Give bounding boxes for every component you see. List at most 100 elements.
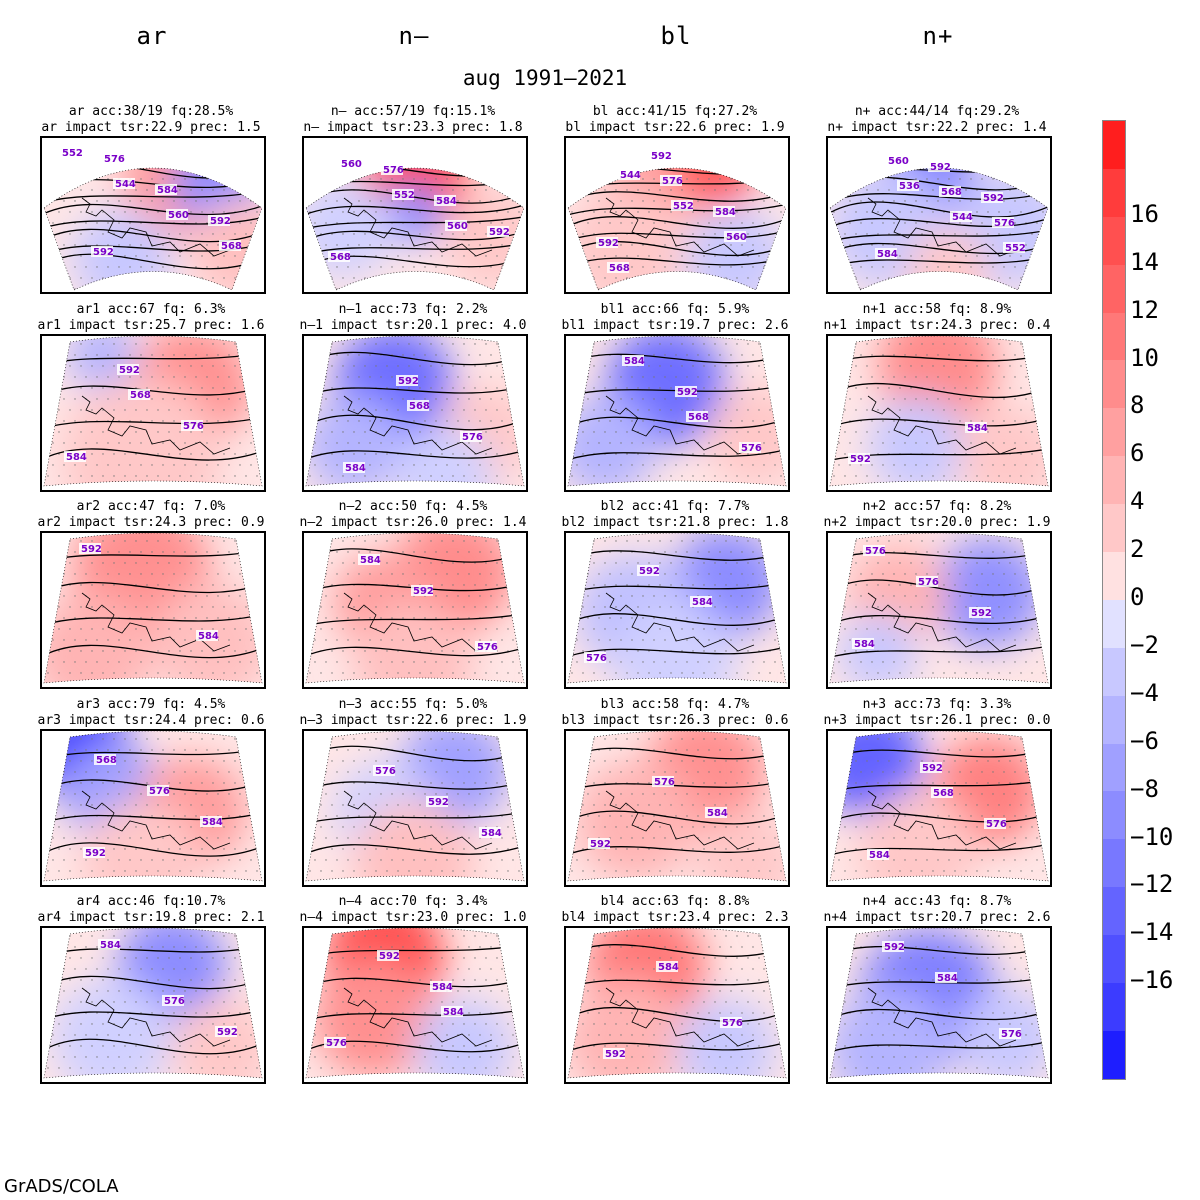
map-frame: 576 592 584: [564, 926, 790, 1084]
map-plot: 568 576 584 592: [305, 336, 525, 487]
contour-line: [568, 643, 786, 660]
contour-line: [568, 611, 786, 628]
coastline: [343, 987, 493, 1047]
column-header: n+: [922, 22, 954, 50]
contour-label: 576: [741, 443, 762, 454]
panel-title-line2: ar3 impact tsr:24.4 prec: 0.6: [37, 713, 265, 728]
panel-title-line1: n—3 acc:55 fq: 5.0%: [338, 697, 488, 712]
contour-label: 544: [115, 179, 136, 190]
contour-label: 576: [149, 786, 170, 797]
contour-line: [830, 1006, 1048, 1023]
map-panel: ar4 acc:46 fq:10.7% ar4 impact tsr:19.8 p…: [11, 894, 291, 1084]
colorbar-segment: [1103, 983, 1125, 1031]
panel-title-line2: bl3 impact tsr:26.3 prec: 0.6: [561, 713, 789, 728]
contour-label: 568: [609, 263, 630, 274]
map-panel: n+ acc:44/14 fq:29.2% n+ impact tsr:22.2 …: [797, 104, 1077, 294]
contour-label: 592: [598, 238, 619, 249]
panel-title: n+2 acc:57 fq: 8.2% n+2 impact tsr:20.0 p…: [797, 499, 1077, 531]
map-frame: 552 544 560 568 576 584 592 592: [40, 136, 266, 294]
panel-title: ar3 acc:79 fq: 4.5% ar3 impact tsr:24.4 p…: [11, 697, 291, 729]
colorbar-label: −10: [1130, 822, 1174, 851]
panel-title-line1: ar1 acc:67 fq: 6.3%: [76, 302, 226, 317]
contour-label: 592: [850, 454, 871, 465]
panel-title-line2: bl2 impact tsr:21.8 prec: 1.8: [561, 515, 789, 530]
contour-line: [306, 841, 524, 858]
panel-title-line1: ar acc:38/19 fq:28.5%: [68, 104, 234, 119]
contour-line: [568, 227, 786, 244]
map-plot: 576 584 592: [567, 731, 787, 882]
map-panel: n+2 acc:57 fq: 8.2% n+2 impact tsr:20.0 p…: [797, 499, 1077, 689]
contour-line: [830, 1038, 1048, 1055]
contour-line: [44, 240, 262, 257]
map-plot: 536 544 552 560 568 576 584 592 592: [829, 155, 1049, 291]
panel-title-line2: ar1 impact tsr:25.7 prec: 1.6: [37, 318, 265, 333]
contour-label: 568: [130, 390, 151, 401]
contour-label: 536: [899, 181, 920, 192]
anomaly-shading: [414, 998, 514, 1078]
panel-title-line2: n—3 impact tsr:22.6 prec: 1.9: [299, 713, 527, 728]
colorbar-segment: [1103, 216, 1125, 265]
panel-title-line2: n+ impact tsr:22.2 prec: 1.4: [827, 120, 1047, 135]
map-panel: bl acc:41/15 fq:27.2% bl impact tsr:22.6 …: [535, 104, 815, 294]
contour-line: [306, 214, 524, 231]
anomaly-shading: [576, 761, 696, 881]
contour-line: [830, 579, 1048, 596]
panel-title-line2: bl4 impact tsr:23.4 prec: 2.3: [561, 910, 789, 925]
contour-line: [830, 240, 1048, 257]
contour-label: 576: [326, 1038, 347, 1049]
contour-line: [568, 579, 786, 596]
colorbar-segment: [1103, 312, 1125, 361]
colorbar-segment: [1103, 935, 1125, 984]
map-plot: 576 576 592 584: [829, 533, 1049, 684]
colorbar-segment: [1103, 121, 1125, 169]
map-panel: n+4 acc:43 fq: 8.7% n+4 impact tsr:20.7 p…: [797, 894, 1077, 1084]
contour-label: 568: [330, 252, 351, 263]
panel-title: n+3 acc:73 fq: 3.3% n+3 impact tsr:26.1 p…: [797, 697, 1077, 729]
contour-label: 576: [662, 176, 683, 187]
anomaly-shading: [868, 396, 968, 486]
contour-line: [568, 841, 786, 858]
contour-line: [44, 611, 262, 628]
map-plot: 584 592: [43, 533, 263, 684]
contour-label: 544: [952, 212, 973, 223]
map-frame: 576 592 584: [564, 531, 790, 689]
contour-label: 552: [394, 190, 415, 201]
panel-title-line1: bl3 acc:58 fq: 4.7%: [600, 697, 750, 712]
map-plot: 576 592 584: [567, 928, 787, 1079]
contour-line: [830, 382, 1048, 399]
panel-title-line1: n—1 acc:73 fq: 2.2%: [338, 302, 488, 317]
contour-line: [306, 809, 524, 826]
contour-label: 576: [477, 642, 498, 653]
contour-line: [44, 579, 262, 596]
panel-title: bl acc:41/15 fq:27.2% bl impact tsr:22.6 …: [535, 104, 815, 136]
contour-label: 592: [983, 193, 1004, 204]
anomaly-shading: [152, 583, 262, 683]
map-frame: 568 576 584 592: [302, 334, 528, 492]
anomaly-shading: [306, 396, 404, 486]
contour-label: 560: [888, 156, 909, 167]
coastline: [867, 790, 1017, 850]
anomaly-shading: [676, 168, 756, 208]
contour-label: 576: [104, 154, 125, 165]
map-plot: 560 552 560 568 576 584 592: [305, 158, 525, 291]
map-frame: 576 576 592 584: [826, 531, 1052, 689]
contour-line: [44, 214, 262, 231]
panel-title-line1: n+4 acc:43 fq: 8.7%: [862, 894, 1012, 909]
map-frame: 568 576 584 592: [40, 334, 266, 492]
column-header: bl: [660, 22, 692, 50]
contour-line: [568, 1006, 786, 1023]
colorbar-segment: [1103, 1030, 1125, 1079]
panel-title: bl1 acc:66 fq: 5.9% bl1 impact tsr:19.7 p…: [535, 302, 815, 334]
panel-title: bl4 acc:63 fq: 8.8% bl4 impact tsr:23.4 p…: [535, 894, 815, 926]
map-frame: 576 592 584: [40, 926, 266, 1084]
colorbar-segment: [1103, 504, 1125, 553]
anomaly-shading: [696, 811, 786, 881]
panel-title: n+1 acc:58 fq: 8.9% n+1 impact tsr:24.3 p…: [797, 302, 1077, 334]
contour-label: 592: [217, 1027, 238, 1038]
contour-label: 584: [66, 452, 87, 463]
anomaly-shading: [830, 988, 948, 1078]
contour-line: [830, 611, 1048, 628]
contour-label: 552: [1005, 243, 1026, 254]
contour-line: [568, 809, 786, 826]
panel-title-line1: n—2 acc:50 fq: 4.5%: [338, 499, 488, 514]
